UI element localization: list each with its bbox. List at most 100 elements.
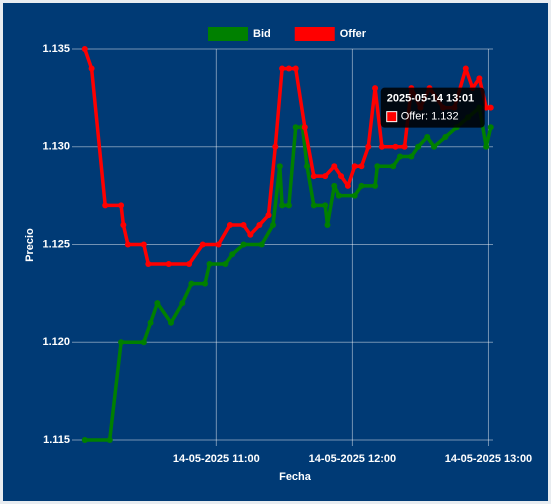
data-point <box>483 143 490 150</box>
tooltip-label: Offer: 1.132 <box>401 111 459 123</box>
data-point <box>374 163 381 170</box>
y-tick-label: 1.125 <box>42 238 70 250</box>
data-point <box>415 143 422 150</box>
data-point <box>102 202 109 209</box>
data-point <box>331 163 338 170</box>
data-point <box>106 437 113 443</box>
tooltip-box <box>380 87 485 128</box>
data-point <box>358 182 365 189</box>
data-point <box>322 202 329 209</box>
data-point <box>240 221 247 228</box>
legend-swatch <box>294 27 335 41</box>
x-tick-label: 14-05-2025 12:00 <box>309 453 396 465</box>
data-point <box>310 202 317 209</box>
legend-label: Bid <box>253 28 271 40</box>
y-axis-title: Precio <box>24 228 36 262</box>
data-point <box>272 143 279 150</box>
data-point <box>279 65 286 72</box>
data-point <box>392 143 399 150</box>
x-tick-label: 14-05-2025 13:00 <box>445 453 532 465</box>
data-point <box>186 261 193 268</box>
data-point <box>215 241 222 248</box>
data-point <box>276 163 283 170</box>
data-point <box>351 163 358 170</box>
data-point <box>247 231 254 238</box>
data-point <box>351 192 358 199</box>
data-point <box>397 153 404 160</box>
data-point <box>338 173 345 180</box>
y-tick-label: 1.130 <box>42 141 70 153</box>
data-point <box>344 182 351 189</box>
tooltip-title: 2025-05-14 13:01 <box>387 93 474 105</box>
data-point <box>331 182 338 189</box>
data-point <box>118 202 125 209</box>
data-point <box>229 251 236 258</box>
data-point <box>292 124 299 131</box>
data-point <box>390 163 397 170</box>
data-point <box>285 202 292 209</box>
tooltip-series: Offer <box>401 111 426 123</box>
data-point <box>476 75 483 82</box>
data-point <box>270 221 277 228</box>
data-point <box>226 221 233 228</box>
y-tick-label: 1.115 <box>43 434 70 446</box>
data-point <box>258 241 265 248</box>
data-point <box>487 124 494 131</box>
data-point <box>285 65 292 72</box>
data-point <box>279 202 286 209</box>
data-point <box>324 221 331 228</box>
data-point <box>124 241 131 248</box>
data-point <box>462 65 469 72</box>
data-point <box>167 319 174 326</box>
data-point <box>372 182 379 189</box>
data-point <box>335 192 342 199</box>
data-point <box>147 319 154 326</box>
data-point <box>408 153 415 160</box>
x-axis-title: Fecha <box>279 471 312 483</box>
data-point <box>442 133 449 140</box>
data-point <box>201 280 208 287</box>
tooltip: 2025-05-14 13:01 Offer: 1.132 <box>380 87 485 128</box>
data-point <box>424 133 431 140</box>
x-tick-label: 14-05-2025 11:00 <box>173 453 260 465</box>
data-point <box>145 261 152 268</box>
data-point <box>240 241 247 248</box>
data-point <box>310 173 317 180</box>
data-point <box>179 300 186 307</box>
tooltip-swatch <box>386 111 398 123</box>
data-point <box>431 143 438 150</box>
data-point <box>81 437 88 443</box>
tooltip-value: 1.132 <box>431 111 459 123</box>
plot-area: 1.115 1.120 1.125 1.130 1.135 14-05-2025 11:0… <box>42 43 532 465</box>
data-point <box>372 85 379 92</box>
data-point <box>206 261 213 268</box>
data-point <box>304 163 311 170</box>
data-point <box>358 163 365 170</box>
data-point <box>188 280 195 287</box>
data-point <box>199 241 206 248</box>
legend-label: Offer <box>340 28 367 40</box>
data-point <box>265 212 272 219</box>
data-point <box>88 65 95 72</box>
data-point <box>256 221 263 228</box>
legend-swatch <box>208 27 248 41</box>
data-point <box>118 339 125 346</box>
data-point <box>222 261 229 268</box>
data-point <box>292 65 299 72</box>
data-point <box>154 300 161 307</box>
y-tick-label: 1.135 <box>42 43 70 55</box>
data-point <box>365 143 372 150</box>
data-point <box>301 124 308 131</box>
data-point <box>81 46 88 52</box>
data-point <box>378 143 385 150</box>
data-point <box>120 221 127 228</box>
data-point <box>165 261 172 268</box>
data-point <box>487 104 494 111</box>
legend: Bid Offer <box>208 27 367 41</box>
data-point <box>322 173 329 180</box>
y-tick-label: 1.120 <box>42 336 70 348</box>
chart-background <box>3 3 548 501</box>
data-point <box>401 143 408 150</box>
data-point <box>140 339 147 346</box>
